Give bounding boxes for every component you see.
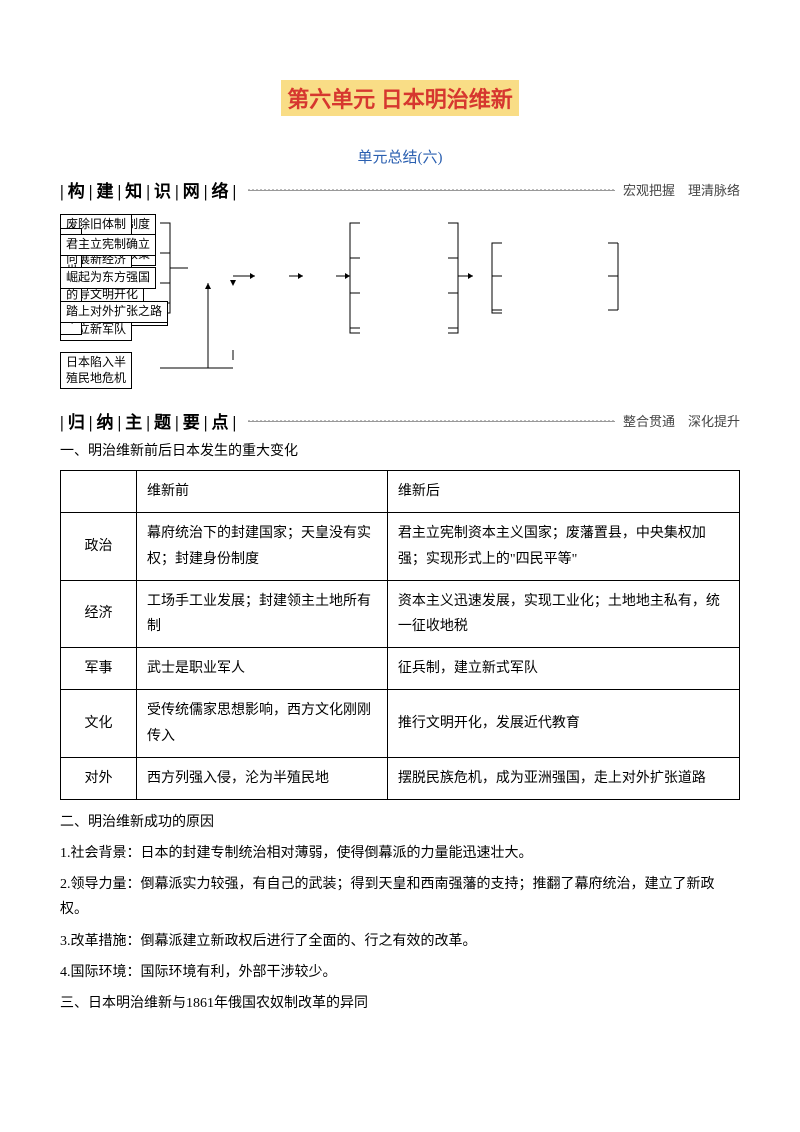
table-row: 政治幕府统治下的封建国家；天皇没有实权；封建身份制度君主立宪制资本主义国家；废藩…: [61, 513, 740, 580]
topic-2: 二、明治维新成功的原因: [60, 810, 740, 835]
col-after: 维新后: [387, 471, 739, 513]
cell-after: 征兵制，建立新式军队: [387, 648, 739, 690]
cell-before: 幕府统治下的封建国家；天皇没有实权；封建身份制度: [137, 513, 388, 580]
cell-after: 资本主义迅速发展，实现工业化；土地地主私有，统一征收地税: [387, 580, 739, 647]
section-main-points: |归|纳|主|题|要|点| 整合贯通 深化提升: [60, 408, 740, 433]
table-row: 军事武士是职业军人征兵制，建立新式军队: [61, 648, 740, 690]
comparison-table: 维新前 维新后 政治幕府统治下的封建国家；天皇没有实权；封建身份制度君主立宪制资…: [60, 470, 740, 800]
reason-item: 3.改革措施：倒幕派建立新政权后进行了全面的、行之有效的改革。: [60, 929, 740, 954]
page-title: 第六单元 日本明治维新: [281, 80, 519, 116]
table-row: 文化受传统儒家思想影响，西方文化刚刚传入推行文明开化，发展近代教育: [61, 690, 740, 757]
table-header-row: 维新前 维新后: [61, 471, 740, 513]
cell-after: 推行文明开化，发展近代教育: [387, 690, 739, 757]
row-head: 军事: [61, 648, 137, 690]
section-head-2: |归|纳|主|题|要|点|: [60, 408, 240, 433]
table-row: 对外西方列强入侵，沦为半殖民地摆脱民族危机，成为亚洲强国，走上对外扩张道路: [61, 757, 740, 799]
col-before: 维新前: [137, 471, 388, 513]
cell-before: 西方列强入侵，沦为半殖民地: [137, 757, 388, 799]
row-head: 经济: [61, 580, 137, 647]
cell-after: 君主立宪制资本主义国家；废藩置县，中央集权加强；实现形式上的"四民平等": [387, 513, 739, 580]
flowchart: 严格的等级制度 闭关锁国的政策 经济发展缓慢 社会矛盾日趋尖锐 幕府统治危机 黑…: [60, 208, 740, 398]
table-corner: [61, 471, 137, 513]
row-head: 政治: [61, 513, 137, 580]
reason-item: 4.国际环境：国际环境有利，外部干涉较少。: [60, 960, 740, 985]
cell-before: 受传统儒家思想影响，西方文化刚刚传入: [137, 690, 388, 757]
node-semi-colonial: 日本陷入半殖民地危机: [60, 352, 132, 389]
subtitle: 单元总结(六): [60, 146, 740, 167]
topic-1: 一、明治维新前后日本发生的重大变化: [60, 439, 740, 464]
title-wrap: 第六单元 日本明治维新: [60, 80, 740, 116]
topic-3: 三、日本明治维新与1861年俄国农奴制改革的异同: [60, 991, 740, 1016]
node-expansion: 踏上对外扩张之路: [60, 301, 168, 323]
table-row: 经济工场手工业发展；封建领主土地所有制资本主义迅速发展，实现工业化；土地地主私有…: [61, 580, 740, 647]
cell-after: 摆脱民族危机，成为亚洲强国，走上对外扩张道路: [387, 757, 739, 799]
reason-item: 2.领导力量：倒幕派实力较强，有自己的武装；得到天皇和西南强藩的支持；推翻了幕府…: [60, 872, 740, 922]
section-head-1: |构|建|知|识|网|络|: [60, 177, 240, 202]
divider: [248, 420, 615, 422]
node-eastern-power: 崛起为东方强国: [60, 267, 156, 289]
row-head: 对外: [61, 757, 137, 799]
section-knowledge-network: |构|建|知|识|网|络| 宏观把握 理清脉络: [60, 177, 740, 202]
divider: [248, 189, 615, 191]
reason-item: 1.社会背景：日本的封建专制统治相对薄弱，使得倒幕派的力量能迅速壮大。: [60, 841, 740, 866]
node-constitutional: 君主立宪制确立: [60, 234, 156, 256]
row-head: 文化: [61, 690, 137, 757]
section-tail-2: 整合贯通 深化提升: [623, 411, 740, 430]
cell-before: 工场手工业发展；封建领主土地所有制: [137, 580, 388, 647]
section-tail-1: 宏观把握 理清脉络: [623, 180, 740, 199]
cell-before: 武士是职业军人: [137, 648, 388, 690]
